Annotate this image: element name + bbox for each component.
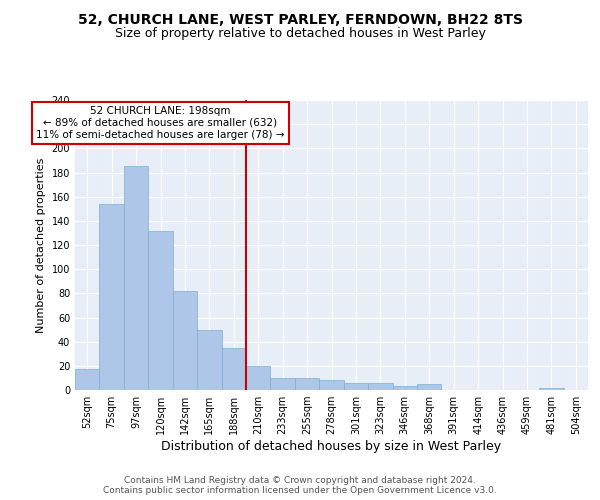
Bar [319,380,344,390]
Text: 52 CHURCH LANE: 198sqm
← 89% of detached houses are smaller (632)
11% of semi-de: 52 CHURCH LANE: 198sqm ← 89% of detached… [36,106,285,140]
Y-axis label: Number of detached properties: Number of detached properties [36,158,46,332]
Bar [392,386,417,390]
Bar [344,383,368,390]
Bar [173,291,197,390]
Text: 52, CHURCH LANE, WEST PARLEY, FERNDOWN, BH22 8TS: 52, CHURCH LANE, WEST PARLEY, FERNDOWN, … [77,12,523,26]
Bar [100,204,124,390]
Bar [539,388,563,390]
Bar [271,378,295,390]
Text: Contains HM Land Registry data © Crown copyright and database right 2024.
Contai: Contains HM Land Registry data © Crown c… [103,476,497,495]
Bar [197,330,221,390]
Bar [368,383,392,390]
Bar [75,370,100,390]
X-axis label: Distribution of detached houses by size in West Parley: Distribution of detached houses by size … [161,440,502,453]
Bar [221,348,246,390]
Text: Size of property relative to detached houses in West Parley: Size of property relative to detached ho… [115,28,485,40]
Bar [417,384,442,390]
Bar [246,366,271,390]
Bar [124,166,148,390]
Bar [295,378,319,390]
Bar [148,230,173,390]
